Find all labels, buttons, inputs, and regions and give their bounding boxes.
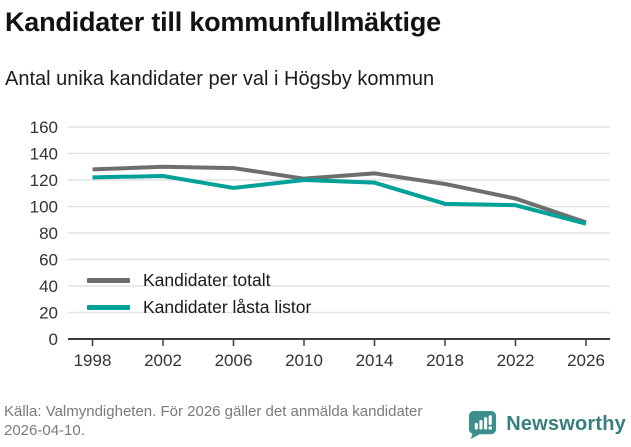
x-tick-label: 2026	[567, 351, 605, 370]
y-tick-label: 0	[49, 330, 58, 349]
y-tick-label: 40	[39, 277, 58, 296]
line-chart: 0 20 40 60 80 100 120 140 160 1998 2002 2006 2010 201…	[30, 118, 610, 370]
legend-label-totalt: Kandidater totalt	[143, 269, 271, 290]
newsworthy-logo: Newsworthy	[467, 409, 626, 440]
x-tick-label: 2022	[497, 351, 535, 370]
legend-item-totalt: Kandidater totalt	[87, 269, 311, 291]
y-tick-label: 80	[39, 224, 58, 243]
x-tick-label: 2014	[356, 351, 394, 370]
legend-label-lasta-listor: Kandidater låsta listor	[143, 296, 312, 317]
legend-swatch-lasta-listor	[87, 304, 130, 310]
y-tick-label: 160	[30, 118, 58, 137]
series-line-lasta-listor	[92, 174, 587, 226]
legend-swatch-totalt	[87, 277, 130, 283]
x-tick-label: 2018	[426, 351, 464, 370]
y-tick-label: 100	[30, 198, 58, 217]
newsworthy-logo-text: Newsworthy	[506, 413, 626, 435]
chart-legend: Kandidater totalt Kandidater låsta listo…	[87, 269, 311, 318]
x-tick-label: 2002	[144, 351, 182, 370]
y-tick-label: 120	[30, 171, 58, 190]
y-tick-label: 20	[39, 304, 58, 323]
y-tick-label: 140	[30, 145, 58, 164]
x-tick-label: 1998	[74, 351, 112, 370]
x-tick-label: 2006	[215, 351, 253, 370]
series-line-totalt	[92, 164, 587, 225]
x-tick-label: 2010	[285, 351, 323, 370]
page-subtitle: Antal unika kandidater per val i Högsby …	[5, 67, 435, 90]
legend-item-lasta-listor: Kandidater låsta listor	[87, 296, 311, 318]
source-note: Källa: Valmyndigheten. För 2026 gäller d…	[4, 403, 423, 439]
newsworthy-bar-chart-bubble-icon	[469, 410, 497, 440]
page-title: Kandidater till kommunfullmäktige	[5, 7, 441, 37]
y-tick-label: 60	[39, 251, 58, 270]
